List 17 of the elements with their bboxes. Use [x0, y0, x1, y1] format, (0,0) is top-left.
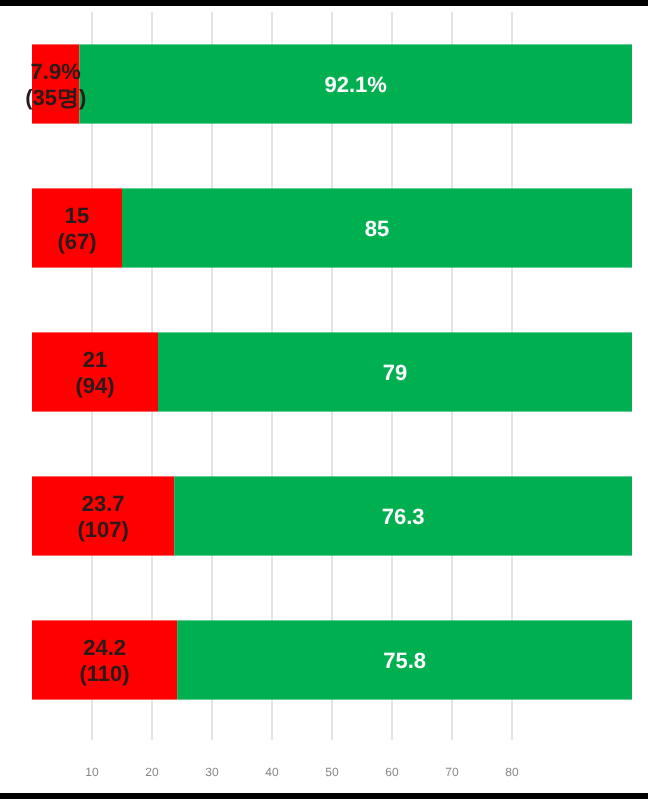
bar	[158, 332, 632, 412]
bar	[32, 188, 122, 268]
data-label: 15 (67)	[57, 205, 98, 255]
data-label: 79	[382, 362, 408, 386]
bar	[32, 620, 178, 700]
data-label: 92.1%	[324, 74, 388, 98]
bar	[32, 332, 158, 412]
bar	[174, 476, 632, 556]
bar	[122, 188, 632, 268]
data-label: 75.8	[383, 650, 427, 674]
data-label: 24.2 (110)	[79, 637, 131, 687]
data-label: 21 (94)	[75, 349, 116, 399]
bar	[177, 620, 632, 700]
data-label: 76.3	[381, 506, 425, 530]
data-label: 23.7 (107)	[77, 493, 130, 543]
bar	[32, 476, 175, 556]
data-label: 85	[364, 218, 390, 242]
